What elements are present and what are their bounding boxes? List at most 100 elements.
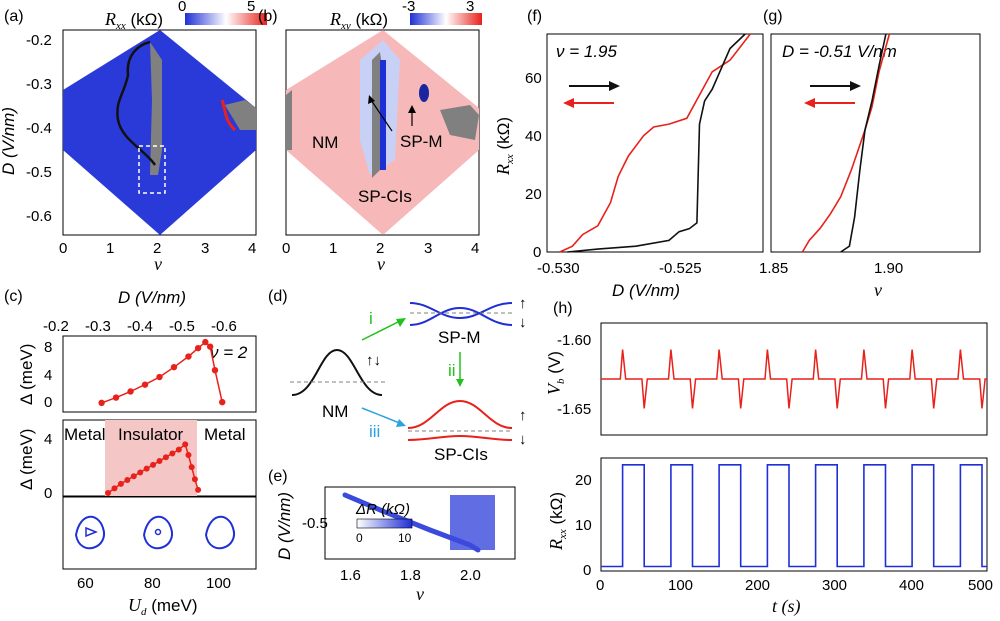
panel-c-label: (c) bbox=[4, 288, 23, 305]
panel-d-arrowhead bbox=[396, 419, 406, 427]
panel-c-ylabel1: Δ (meV) bbox=[17, 344, 36, 405]
panel-d-spin-up-icon: ↑ bbox=[519, 295, 527, 312]
panel-a-xtick: 1 bbox=[106, 240, 114, 257]
panel-c-mid-point bbox=[182, 441, 189, 448]
panel-g-arrowhead bbox=[804, 98, 815, 108]
panel-c-xtick: 80 bbox=[144, 575, 161, 592]
panel-e-xticks: 1.6 1.8 2.0 bbox=[340, 567, 481, 584]
panel-c-mid-point bbox=[124, 477, 131, 484]
panel-f-ytick: 20 bbox=[525, 186, 542, 203]
panel-c-xtick: 100 bbox=[206, 575, 231, 592]
panel-f-black-curve bbox=[567, 33, 746, 253]
panel-d-spm-band-down bbox=[409, 302, 513, 320]
panel-d-spcis-label: SP-CIs bbox=[434, 445, 488, 464]
panel-b-xtick: 0 bbox=[282, 240, 290, 257]
panel-c-fermi-contour bbox=[142, 515, 174, 550]
panel-c-mid-point bbox=[156, 458, 163, 465]
panel-c-top-xtick: -0.3 bbox=[85, 318, 111, 335]
panel-c-ytick2: 4 bbox=[44, 431, 52, 448]
panel-g-xtick: 1.85 bbox=[759, 260, 788, 277]
panel-f-red-curve bbox=[559, 33, 751, 253]
panel-c-mid-point bbox=[143, 465, 150, 472]
panel-c-nu-label: ν = 2 bbox=[210, 343, 248, 362]
panel-b-arrowhead bbox=[408, 105, 416, 113]
panel-h-bot-ytick: 10 bbox=[575, 517, 592, 534]
panel-f-ytick: 40 bbox=[525, 128, 542, 145]
panel-f-frame bbox=[546, 33, 764, 253]
panel-g-annotation: D = -0.51 V/nm bbox=[782, 42, 897, 61]
panel-f-arrowhead bbox=[609, 81, 620, 91]
panel-a-cbar-title: Rxx (kΩ) bbox=[104, 9, 163, 32]
panel-c-region-label: Metal bbox=[204, 425, 246, 444]
panel-g-xlabel: ν bbox=[874, 280, 882, 300]
panel-d-spm-band-up bbox=[409, 306, 513, 326]
panel-e-cbar-title: ΔR (kΩ) bbox=[355, 501, 410, 518]
panel-b-xtick: 3 bbox=[424, 240, 432, 257]
panel-a-xticks: 0 1 2 3 4 bbox=[59, 240, 256, 257]
panel-c-mid-point bbox=[111, 485, 118, 492]
panel-a-ytick: -0.6 bbox=[26, 208, 52, 225]
panel-b-xlabel: ν bbox=[377, 254, 385, 274]
panel-c-top-point bbox=[112, 394, 120, 401]
panel-e-xtick: 1.6 bbox=[340, 567, 361, 584]
panel-d-arrow-iii-label: iii bbox=[369, 422, 380, 441]
panel-a-cbar-max: 5 bbox=[247, 0, 255, 15]
panel-c-xticks: 60 80 100 bbox=[77, 575, 231, 592]
panel-e: (e) ΔR (kΩ) 0 10 -0.5 D (V/nm) 1.6 1.8 2… bbox=[268, 468, 516, 604]
panel-d-arrowhead bbox=[396, 318, 406, 327]
panel-c: (c) D (V/nm) -0.2 -0.3 -0.4 -0.5 -0.6 ν … bbox=[4, 288, 257, 618]
panel-c-ytick2: 0 bbox=[44, 485, 52, 502]
panel-d-arrow-i bbox=[361, 319, 403, 341]
panel-c-top-xtick: -0.6 bbox=[211, 318, 237, 335]
panel-h-label: (h) bbox=[553, 300, 573, 317]
panel-a-gray-right bbox=[225, 100, 256, 130]
panel-a-cbar-min: 0 bbox=[178, 0, 186, 15]
panel-f-arrowhead bbox=[563, 98, 574, 108]
panel-c-region-label: Metal bbox=[64, 425, 106, 444]
panel-h: (h) -1.60 -1.65 Vb (V) 0 10 20 Rxx (kΩ) … bbox=[544, 300, 993, 617]
panel-d-nm-band bbox=[291, 348, 383, 396]
panel-c-mid-point bbox=[117, 480, 124, 487]
panel-a-dashed-box bbox=[138, 145, 166, 194]
panel-c-mid-point bbox=[137, 469, 144, 476]
panel-f-ytick: 0 bbox=[533, 244, 541, 261]
panel-c-mid-point bbox=[150, 461, 157, 468]
panel-c-top-point bbox=[206, 343, 214, 350]
panel-c-mid-series bbox=[105, 441, 202, 496]
panel-c-top-point bbox=[211, 367, 219, 374]
panel-g-xtick: 1.90 bbox=[874, 260, 903, 277]
panel-h-top-ylabel: Vb (V) bbox=[544, 351, 567, 395]
panel-e-xtick: 2.0 bbox=[460, 567, 481, 584]
panel-c-ytick1: 8 bbox=[44, 339, 52, 356]
panel-c-top-point bbox=[98, 399, 105, 407]
panel-b-gray-right bbox=[440, 105, 479, 140]
panel-e-xlabel: ν bbox=[416, 584, 424, 604]
panel-a-ytick: -0.3 bbox=[26, 76, 52, 93]
panel-c-top-point bbox=[185, 353, 192, 360]
panel-g: (g) D = -0.51 V/nm 1.85 1.90 ν bbox=[759, 8, 981, 300]
panel-c-top-xticks: -0.2 -0.3 -0.4 -0.5 -0.6 bbox=[43, 318, 237, 335]
panel-c-top-point bbox=[194, 344, 202, 352]
panel-d-arrow-ii-label: ii bbox=[448, 361, 456, 380]
panel-d-spm-label: SP-M bbox=[438, 328, 481, 347]
panel-b-nm-label: NM bbox=[312, 133, 338, 152]
panel-a-ylabel: D (V/nm) bbox=[0, 107, 18, 175]
panel-f-xlabel: D (V/nm) bbox=[612, 281, 680, 300]
panel-b-cbar-min: -3 bbox=[402, 0, 415, 15]
panel-b-gray-left bbox=[286, 90, 292, 150]
panel-b-label: (b) bbox=[258, 8, 278, 25]
panel-a: (a) 0 5 Rxx (kΩ) -0.2 -0.3 -0.4 -0.5 -0.… bbox=[0, 0, 267, 274]
panel-d-spin-down-icon: ↓ bbox=[519, 431, 527, 448]
panel-a-xtick: 4 bbox=[248, 240, 256, 257]
panel-d: (d) NM ↑↓ SP-M ↑ ↓ SP-CIs ↑ ↓ i ii iii bbox=[268, 288, 527, 464]
panel-b: (b) -3 3 Rxy (kΩ) NM SP-M SP-CIs 0 1 2 3… bbox=[258, 0, 482, 274]
panel-b-xtick: 2 bbox=[376, 240, 384, 257]
panel-h-xtick: 500 bbox=[968, 577, 993, 594]
panel-a-ytick: -0.4 bbox=[26, 120, 52, 137]
panel-h-bot-ytick: 0 bbox=[583, 562, 591, 579]
panel-e-xtick: 1.8 bbox=[400, 567, 421, 584]
panel-e-noisy-region bbox=[450, 495, 495, 550]
panel-c-top-point bbox=[141, 381, 149, 388]
panel-d-spcis-band-up bbox=[407, 399, 513, 429]
panel-a-ytick: -0.5 bbox=[26, 164, 52, 181]
